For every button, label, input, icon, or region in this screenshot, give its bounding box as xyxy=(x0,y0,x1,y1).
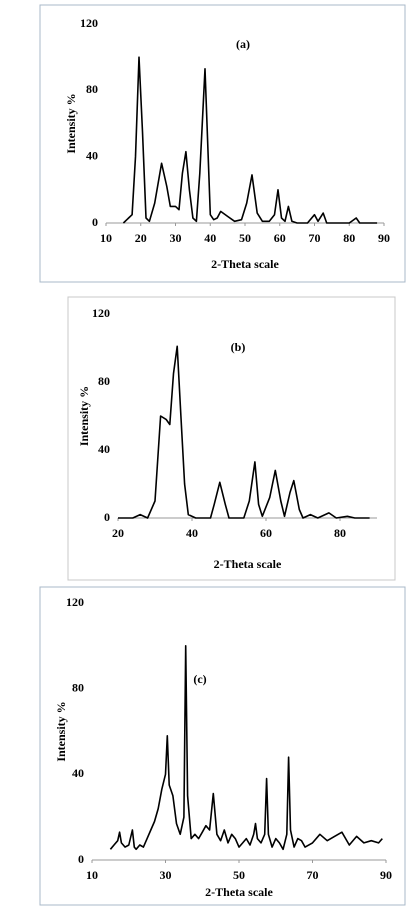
x-tick-label: 30 xyxy=(160,868,172,882)
x-tick-label: 80 xyxy=(343,231,355,245)
x-tick-label: 70 xyxy=(307,868,319,882)
chart-title: (a) xyxy=(236,37,250,51)
x-axis-label: 2-Theta scale xyxy=(211,257,279,271)
y-tick-label: 0 xyxy=(92,215,98,229)
y-tick-label: 80 xyxy=(72,680,84,694)
x-tick-label: 20 xyxy=(112,526,124,540)
data-line xyxy=(122,56,378,224)
y-tick-label: 0 xyxy=(104,510,110,524)
x-tick-label: 20 xyxy=(135,231,147,245)
chart-title: (b) xyxy=(231,340,246,354)
x-tick-label: 30 xyxy=(170,231,182,245)
y-tick-label: 0 xyxy=(78,852,84,866)
x-tick-label: 70 xyxy=(309,231,321,245)
x-tick-label: 50 xyxy=(239,231,251,245)
chart-title: (c) xyxy=(193,672,206,686)
x-tick-label: 10 xyxy=(100,231,112,245)
y-tick-label: 40 xyxy=(86,148,98,162)
x-tick-label: 50 xyxy=(233,868,245,882)
x-tick-label: 40 xyxy=(204,231,216,245)
y-tick-label: 120 xyxy=(92,306,110,320)
y-tick-label: 80 xyxy=(86,82,98,96)
x-tick-label: 40 xyxy=(186,526,198,540)
x-axis-label: 2-Theta scale xyxy=(205,885,273,899)
y-axis-label: Intensity % xyxy=(54,701,68,761)
x-axis-label: 2-Theta scale xyxy=(214,557,282,571)
x-tick-label: 90 xyxy=(378,231,390,245)
data-line xyxy=(109,645,383,851)
panel-border xyxy=(67,296,396,581)
x-tick-label: 90 xyxy=(380,868,392,882)
panel-border xyxy=(39,4,406,283)
y-axis-label: Intensity % xyxy=(77,386,91,446)
y-tick-label: 80 xyxy=(98,374,110,388)
y-tick-label: 40 xyxy=(72,766,84,780)
x-tick-label: 80 xyxy=(334,526,346,540)
y-axis-label: Intensity % xyxy=(64,93,78,153)
x-tick-label: 60 xyxy=(274,231,286,245)
y-tick-label: 120 xyxy=(66,595,84,609)
y-tick-label: 120 xyxy=(80,16,98,30)
data-line xyxy=(118,345,370,519)
x-tick-label: 10 xyxy=(86,868,98,882)
y-tick-label: 40 xyxy=(98,442,110,456)
panel-border xyxy=(39,586,406,906)
x-tick-label: 60 xyxy=(260,526,272,540)
